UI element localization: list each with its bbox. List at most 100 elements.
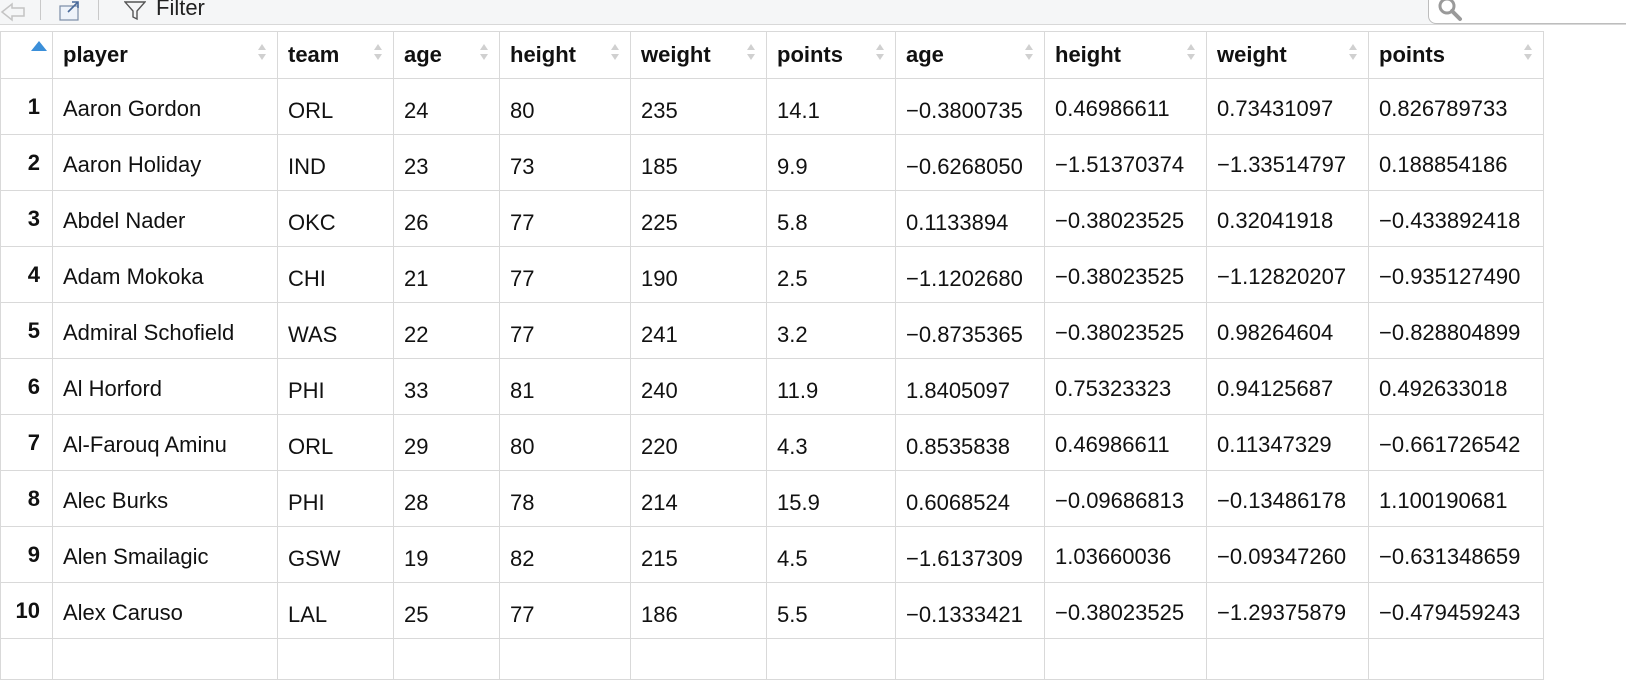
cell-height: 73	[499, 134, 631, 191]
column-header-player[interactable]: player	[52, 31, 278, 79]
cell-points: 5.8	[766, 190, 896, 247]
table-row: 8 Alec Burks PHI 28 78 214 15.9 0.606852…	[0, 470, 1544, 527]
column-header-label: team	[288, 42, 340, 67]
cell-age-scaled	[895, 638, 1045, 680]
cell-team	[277, 638, 394, 680]
cell-weight-scaled: −0.13486178	[1206, 470, 1369, 527]
table-row: 7 Al-Farouq Aminu ORL 29 80 220 4.3 0.85…	[0, 414, 1544, 471]
column-header-label: points	[777, 42, 843, 67]
sort-arrows-icon[interactable]	[1186, 42, 1196, 62]
cell-age: 33	[393, 358, 500, 415]
sort-arrows-icon[interactable]	[1348, 42, 1358, 62]
cell-height-scaled: −0.38023525	[1044, 246, 1207, 303]
row-number: 10	[0, 582, 53, 639]
cell-age-scaled: 1.8405097	[895, 358, 1045, 415]
row-number: 8	[0, 470, 53, 527]
cell-team: CHI	[277, 246, 394, 303]
cell-height: 80	[499, 78, 631, 135]
cell-points: 4.5	[766, 526, 896, 583]
sort-arrows-icon[interactable]	[479, 42, 489, 62]
cell-points: 14.1	[766, 78, 896, 135]
cell-height: 81	[499, 358, 631, 415]
row-number: 7	[0, 414, 53, 471]
column-header-team[interactable]: team	[277, 31, 394, 79]
row-number: 2	[0, 134, 53, 191]
cell-age-scaled: −0.1333421	[895, 582, 1045, 639]
cell-age-scaled: −0.8735365	[895, 302, 1045, 359]
cell-weight: 240	[630, 358, 767, 415]
funnel-icon[interactable]	[124, 1, 146, 21]
cell-age: 24	[393, 78, 500, 135]
cell-points-scaled: 1.100190681	[1368, 470, 1544, 527]
cell-height-scaled: −0.38023525	[1044, 190, 1207, 247]
cell-weight-scaled: 0.11347329	[1206, 414, 1369, 471]
column-header-label: height	[510, 42, 576, 67]
cell-weight-scaled: 0.94125687	[1206, 358, 1369, 415]
cell-team: LAL	[277, 582, 394, 639]
cell-points-scaled: −0.433892418	[1368, 190, 1544, 247]
column-header-weight[interactable]: weight	[630, 31, 767, 79]
cell-height-scaled	[1044, 638, 1207, 680]
cell-height: 82	[499, 526, 631, 583]
cell-team: OKC	[277, 190, 394, 247]
cell-age-scaled: 0.8535838	[895, 414, 1045, 471]
column-header-height-scaled[interactable]: height	[1044, 31, 1207, 79]
row-number: 5	[0, 302, 53, 359]
sort-arrows-icon[interactable]	[875, 42, 885, 62]
column-header-points[interactable]: points	[766, 31, 896, 79]
cell-points-scaled: −0.935127490	[1368, 246, 1544, 303]
back-arrow-icon[interactable]	[0, 0, 30, 22]
table-row: 5 Admiral Schofield WAS 22 77 241 3.2 −0…	[0, 302, 1544, 359]
cell-weight: 235	[630, 78, 767, 135]
sort-arrows-icon[interactable]	[257, 42, 267, 62]
cell-points-scaled: −0.631348659	[1368, 526, 1544, 583]
cell-team: PHI	[277, 470, 394, 527]
popout-window-icon[interactable]	[56, 0, 86, 22]
cell-points: 11.9	[766, 358, 896, 415]
cell-height-scaled: −1.51370374	[1044, 134, 1207, 191]
cell-points-scaled: −0.828804899	[1368, 302, 1544, 359]
cell-weight-scaled: −1.33514797	[1206, 134, 1369, 191]
cell-height-scaled: 1.03660036	[1044, 526, 1207, 583]
sort-arrows-icon[interactable]	[1024, 42, 1034, 62]
cell-player: Al Horford	[52, 358, 278, 415]
column-header-label: age	[906, 42, 944, 67]
cell-height	[499, 638, 631, 680]
column-header-age[interactable]: age	[393, 31, 500, 79]
cell-player	[52, 638, 278, 680]
cell-player: Alen Smailagic	[52, 526, 278, 583]
column-header-height[interactable]: height	[499, 31, 631, 79]
cell-weight: 185	[630, 134, 767, 191]
cell-age: 23	[393, 134, 500, 191]
row-number: 4	[0, 246, 53, 303]
sort-arrows-icon[interactable]	[1523, 42, 1533, 62]
row-index-header[interactable]	[0, 31, 53, 79]
cell-team: GSW	[277, 526, 394, 583]
cell-player: Alec Burks	[52, 470, 278, 527]
table-row: 1 Aaron Gordon ORL 24 80 235 14.1 −0.380…	[0, 78, 1544, 135]
table-row: 4 Adam Mokoka CHI 21 77 190 2.5 −1.12026…	[0, 246, 1544, 303]
cell-player: Admiral Schofield	[52, 302, 278, 359]
sort-arrows-icon[interactable]	[610, 42, 620, 62]
sort-arrows-icon[interactable]	[746, 42, 756, 62]
filter-button-label[interactable]: Filter	[156, 0, 205, 20]
column-header-label: weight	[641, 42, 711, 67]
cell-height-scaled: −0.38023525	[1044, 302, 1207, 359]
column-header-points-scaled[interactable]: points	[1368, 31, 1544, 79]
cell-height: 77	[499, 190, 631, 247]
cell-height-scaled: 0.46986611	[1044, 78, 1207, 135]
cell-height-scaled: 0.46986611	[1044, 414, 1207, 471]
cell-weight: 214	[630, 470, 767, 527]
cell-weight: 186	[630, 582, 767, 639]
cell-age: 21	[393, 246, 500, 303]
column-header-age-scaled[interactable]: age	[895, 31, 1045, 79]
column-header-weight-scaled[interactable]: weight	[1206, 31, 1369, 79]
sort-arrows-icon[interactable]	[373, 42, 383, 62]
cell-weight-scaled: 0.73431097	[1206, 78, 1369, 135]
cell-player: Adam Mokoka	[52, 246, 278, 303]
cell-weight: 241	[630, 302, 767, 359]
cell-points: 5.5	[766, 582, 896, 639]
table-row: 10 Alex Caruso LAL 25 77 186 5.5 −0.1333…	[0, 582, 1544, 639]
column-header-label: points	[1379, 42, 1445, 67]
cell-player: Al-Farouq Aminu	[52, 414, 278, 471]
